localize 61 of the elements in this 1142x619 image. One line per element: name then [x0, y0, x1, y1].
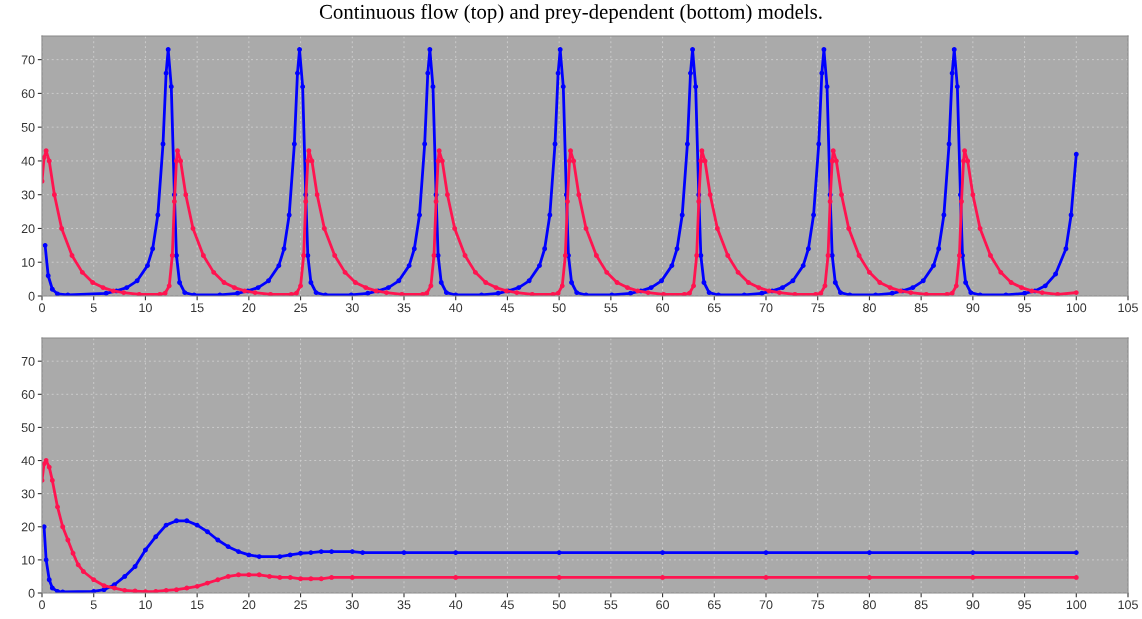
- y-tick-label: 10: [22, 555, 35, 565]
- y-tick-label: 50: [21, 423, 35, 433]
- x-tick-label: 60: [656, 303, 670, 313]
- x-tick-label: 55: [604, 303, 618, 313]
- x-tick-label: 85: [914, 303, 928, 313]
- x-tick-label: 50: [552, 600, 566, 610]
- x-tick-label: 65: [707, 303, 721, 313]
- x-tick-label: 100: [1066, 600, 1087, 610]
- x-tick-label: 70: [759, 600, 773, 610]
- x-tick-label: 105: [1118, 600, 1138, 610]
- y-tick-label: 70: [21, 356, 35, 366]
- x-tick-label: 10: [139, 600, 152, 610]
- y-tick-label: 0: [28, 291, 35, 301]
- y-tick-label: 60: [21, 89, 35, 99]
- x-tick-label: 25: [294, 600, 307, 610]
- x-tick-label: 90: [966, 303, 980, 313]
- x-tick-label: 15: [191, 303, 204, 313]
- x-tick-label: 25: [294, 303, 307, 313]
- x-tick-label: 35: [397, 303, 411, 313]
- x-tick-label: 30: [345, 600, 359, 610]
- x-tick-label: 0: [39, 600, 45, 610]
- x-tick-label: 80: [863, 303, 876, 313]
- y-tick-label: 40: [21, 456, 35, 466]
- x-tick-label: 60: [656, 600, 670, 610]
- y-tick-label: 30: [21, 489, 35, 499]
- x-tick-label: 20: [242, 303, 256, 313]
- x-tick-label: 50: [552, 303, 566, 313]
- x-tick-label: 70: [759, 303, 773, 313]
- x-tick-label: 35: [397, 600, 411, 610]
- x-tick-label: 100: [1066, 303, 1087, 313]
- x-tick-label: 95: [1018, 600, 1031, 610]
- x-tick-label: 75: [811, 303, 825, 313]
- chart-title: Continuous flow (top) and prey-dependent (bottom) models.: [319, 4, 822, 24]
- x-tick-label: 95: [1018, 303, 1031, 313]
- y-tick-label: 50: [21, 122, 35, 132]
- x-tick-label: 30: [345, 303, 359, 313]
- x-tick-label: 40: [449, 303, 463, 313]
- x-tick-label: 0: [39, 303, 45, 313]
- y-tick-label: 20: [21, 224, 35, 234]
- x-tick-label: 15: [191, 600, 204, 610]
- x-tick-label: 45: [500, 303, 514, 313]
- x-tick-label: 65: [707, 600, 721, 610]
- x-tick-label: 80: [863, 600, 876, 610]
- x-tick-label: 45: [500, 600, 514, 610]
- y-tick-label: 0: [28, 588, 35, 598]
- x-tick-label: 85: [914, 600, 928, 610]
- x-tick-label: 55: [604, 600, 618, 610]
- x-tick-label: 40: [449, 600, 463, 610]
- y-tick-label: 60: [21, 390, 35, 399]
- y-tick-label: 40: [21, 156, 35, 166]
- x-tick-label: 10: [139, 303, 152, 313]
- x-tick-label: 5: [90, 303, 97, 313]
- y-tick-label: 70: [21, 55, 35, 65]
- y-tick-label: 30: [21, 190, 35, 200]
- y-tick-label: 20: [21, 522, 35, 532]
- x-tick-label: 90: [966, 600, 980, 610]
- x-tick-label: 105: [1118, 303, 1138, 313]
- x-tick-label: 20: [242, 600, 256, 610]
- y-tick-label: 10: [22, 258, 35, 267]
- x-tick-label: 75: [811, 600, 825, 610]
- x-tick-label: 5: [90, 600, 97, 610]
